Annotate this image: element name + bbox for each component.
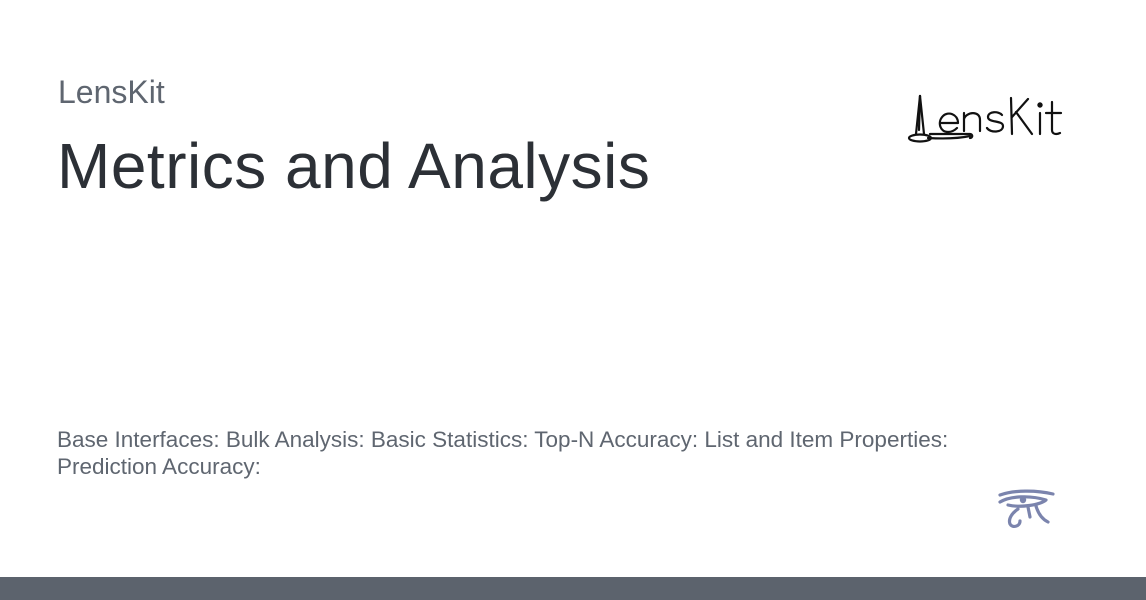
page-description: Base Interfaces: Bulk Analysis: Basic St… <box>57 427 949 479</box>
lenskit-logo-graphic <box>907 94 1063 143</box>
site-name: LensKit <box>58 74 165 110</box>
page-title: Metrics and Analysis <box>57 130 651 202</box>
footer-bar <box>0 577 1146 600</box>
lenskit-logo <box>906 92 1096 146</box>
eye-of-horus-icon <box>996 489 1056 531</box>
